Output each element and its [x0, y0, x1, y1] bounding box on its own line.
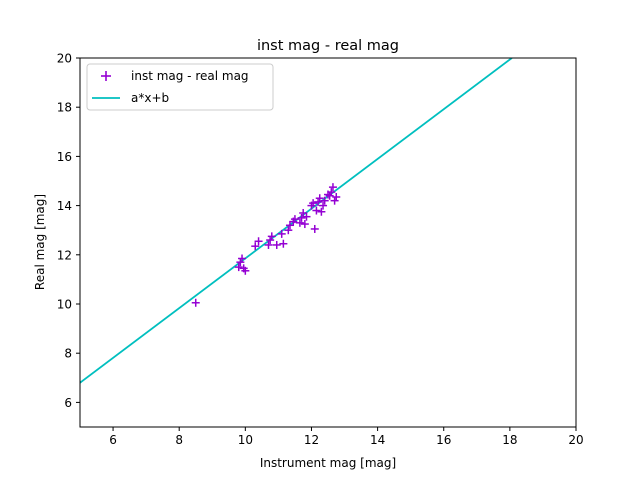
data-point [330, 196, 339, 205]
y-tick-label: 6 [64, 396, 72, 410]
legend: inst mag - real mag a*x+b [86, 63, 274, 111]
data-point [238, 254, 247, 263]
x-tick-label: 20 [568, 433, 583, 447]
x-tick-label: 12 [304, 433, 319, 447]
data-point [266, 236, 275, 245]
legend-marker-scatter [101, 71, 111, 81]
fit-line [80, 58, 513, 384]
data-point [310, 224, 319, 233]
x-tick-label: 18 [502, 433, 517, 447]
y-tick-label: 20 [57, 52, 72, 66]
data-point [328, 183, 337, 192]
data-point [267, 232, 276, 241]
legend-label-scatter: inst mag - real mag [131, 69, 249, 83]
data-point [302, 212, 311, 221]
plot-area [80, 58, 513, 384]
data-point [236, 258, 245, 267]
y-tick-label: 16 [57, 150, 72, 164]
x-tick-label: 8 [175, 433, 183, 447]
data-point [319, 201, 328, 210]
data-point [317, 207, 326, 216]
y-tick-label: 10 [57, 298, 72, 312]
data-point [191, 298, 200, 307]
data-point [309, 199, 318, 208]
y-tick-label: 14 [57, 199, 72, 213]
data-point [254, 237, 263, 246]
data-point [290, 215, 299, 224]
data-point [332, 192, 341, 201]
y-tick-label: 12 [57, 248, 72, 262]
chart-title: inst mag - real mag [257, 38, 399, 54]
data-point [325, 191, 334, 200]
data-point [297, 213, 306, 222]
x-tick-label: 16 [436, 433, 451, 447]
x-axis-label: Instrument mag [mag] [260, 456, 396, 470]
x-tick-label: 14 [370, 433, 385, 447]
data-point [251, 242, 260, 251]
legend-label-line: a*x+b [131, 91, 169, 105]
data-point [315, 194, 324, 203]
data-point [241, 266, 250, 275]
data-point [312, 206, 321, 215]
data-point [272, 240, 281, 249]
y-axis: 6 8 10 12 14 16 18 20 [57, 52, 80, 410]
data-point [277, 229, 286, 238]
data-point [295, 218, 304, 227]
plot-frame [79, 57, 577, 428]
data-point [234, 263, 243, 272]
data-point [320, 196, 329, 205]
legend-box [86, 63, 274, 111]
x-tick-label: 6 [109, 433, 117, 447]
x-axis: 6 8 10 12 14 16 18 20 [109, 427, 584, 447]
data-point [314, 197, 323, 206]
x-tick-label: 10 [238, 433, 253, 447]
y-tick-label: 18 [57, 101, 72, 115]
data-point [264, 240, 273, 249]
data-point [284, 226, 293, 235]
data-point [300, 220, 309, 229]
y-tick-label: 8 [64, 347, 72, 361]
y-axis-label: Real mag [mag] [33, 194, 47, 290]
data-point [327, 188, 336, 197]
data-point [279, 239, 288, 248]
